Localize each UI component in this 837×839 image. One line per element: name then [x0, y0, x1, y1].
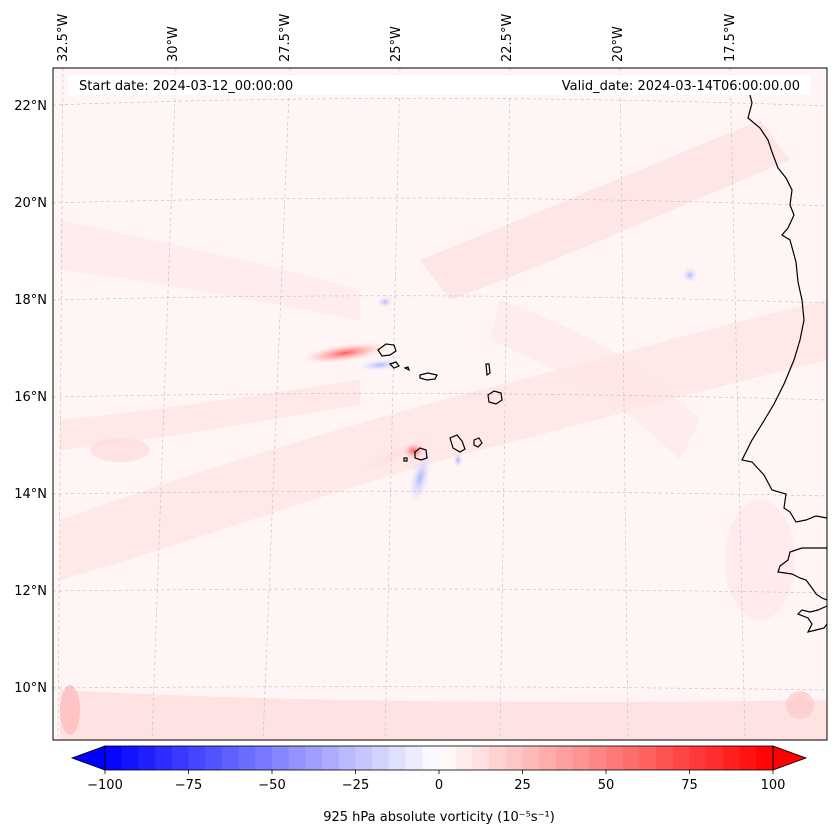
gridlines: [53, 68, 827, 740]
vorticity-patch: [60, 685, 80, 735]
colorbar-segment: [656, 746, 674, 770]
colorbar-tick-label: −75: [175, 778, 202, 793]
vorticity-field: [53, 68, 827, 740]
colorbar-segment: [288, 746, 306, 770]
lon-label: 30°W: [166, 26, 181, 62]
colorbar-segment: [305, 746, 323, 770]
colorbar-tick-label: −25: [342, 778, 369, 793]
colorbar-label: 925 hPa absolute vorticity (10⁻⁵s⁻¹): [323, 810, 555, 825]
colorbar-tick-label: 25: [514, 778, 531, 793]
header-strip: [68, 75, 810, 95]
valid-date-label: Valid_date: 2024-03-14T06:00:00.00: [562, 79, 800, 94]
colorbar-ticks: −100 −75 −50 −25 0 25 50 75 100: [87, 770, 785, 793]
vorticity-band: [60, 220, 360, 320]
colorbar-segment: [388, 746, 407, 770]
colorbar-segment: [672, 746, 690, 770]
colorbar-segment: [238, 746, 256, 770]
colorbar-segment: [689, 746, 707, 770]
colorbar-segment: [505, 746, 523, 770]
colorbar-extend-min: [70, 745, 106, 771]
colorbar-segment: [188, 746, 206, 770]
vorticity-band: [60, 690, 827, 740]
lon-label: 22.5°W: [500, 14, 515, 62]
lon-label: 25°W: [389, 26, 404, 62]
vorticity-wake-blue: [358, 358, 402, 372]
map-frame: [52, 67, 828, 741]
colorbar-segment: [572, 746, 590, 770]
colorbar-segment: [255, 746, 273, 770]
colorbar-segment: [589, 746, 607, 770]
colorbar-segment: [355, 746, 373, 770]
lat-label: 16°N: [14, 390, 47, 405]
colorbar-segment: [105, 746, 123, 770]
lat-label: 18°N: [14, 293, 47, 308]
longitude-labels: 32.5°W 30°W 27.5°W 25°W 22.5°W 20°W 17.5…: [56, 14, 738, 62]
colorbar-segment: [622, 746, 640, 770]
colorbar-segment: [221, 746, 240, 770]
colorbar-segment: [138, 746, 156, 770]
colorbar-tick-label: 50: [598, 778, 615, 793]
colorbar-segment: [756, 746, 774, 770]
colorbar-segment: [439, 746, 457, 770]
colorbar-segment: [205, 746, 223, 770]
colorbar-segment: [372, 746, 390, 770]
latitude-labels: 22°N 20°N 18°N 16°N 14°N 12°N 10°N: [14, 99, 47, 696]
vorticity-band: [420, 120, 790, 300]
colorbar-segment: [155, 746, 173, 770]
colorbar-segments: [105, 746, 774, 770]
lon-label: 17.5°W: [723, 14, 738, 62]
vorticity-wake-blue: [453, 452, 463, 468]
colorbar-segment: [722, 746, 741, 770]
colorbar-segment: [706, 746, 724, 770]
vorticity-wake-blue: [682, 267, 698, 283]
map-panel: [52, 67, 828, 741]
colorbar-segment: [455, 746, 473, 770]
colorbar-segment: [322, 746, 340, 770]
vorticity-wake-blue: [407, 450, 433, 506]
vorticity-wake-blue: [377, 296, 393, 308]
colorbar-tick-label: 75: [681, 778, 698, 793]
vorticity-band: [490, 300, 700, 460]
colorbar-tick-label: 100: [761, 778, 786, 793]
colorbar-segment: [121, 746, 139, 770]
colorbar-segment: [272, 746, 290, 770]
colorbar-segment: [639, 746, 657, 770]
colorbar: −100 −75 −50 −25 0 25 50 75 100 925 hPa absolute…: [70, 745, 808, 825]
vorticity-band: [60, 380, 360, 450]
colorbar-segment: [171, 746, 189, 770]
colorbar-segment: [422, 746, 440, 770]
colorbar-segment: [338, 746, 356, 770]
colorbar-segment: [539, 746, 557, 770]
colorbar-tick-label: −50: [258, 778, 285, 793]
colorbar-segment: [555, 746, 574, 770]
start-date-label: Start date: 2024-03-12_00:00:00: [79, 79, 293, 94]
vorticity-patch: [725, 500, 795, 620]
colorbar-segment: [405, 746, 423, 770]
lat-label: 10°N: [14, 681, 47, 696]
colorbar-segment: [472, 746, 490, 770]
colorbar-tick-label: 0: [435, 778, 443, 793]
vorticity-wake-red: [300, 342, 390, 364]
colorbar-segment: [739, 746, 757, 770]
lat-label: 22°N: [14, 99, 47, 114]
lon-label: 32.5°W: [56, 14, 71, 62]
lon-label: 20°W: [611, 26, 626, 62]
colorbar-segment: [489, 746, 507, 770]
lon-label: 27.5°W: [278, 14, 293, 62]
vorticity-wake-red: [340, 428, 450, 482]
lat-label: 12°N: [14, 584, 47, 599]
african-coastline: [741, 94, 827, 633]
cape-verde-islands: [377, 343, 503, 462]
colorbar-segment: [606, 746, 624, 770]
colorbar-extend-max: [772, 745, 808, 771]
vorticity-patch: [90, 438, 150, 462]
vorticity-patch: [786, 691, 814, 719]
lat-label: 14°N: [14, 487, 47, 502]
colorbar-segment: [522, 746, 540, 770]
colorbar-tick-label: −100: [87, 778, 123, 793]
lat-label: 20°N: [14, 196, 47, 211]
